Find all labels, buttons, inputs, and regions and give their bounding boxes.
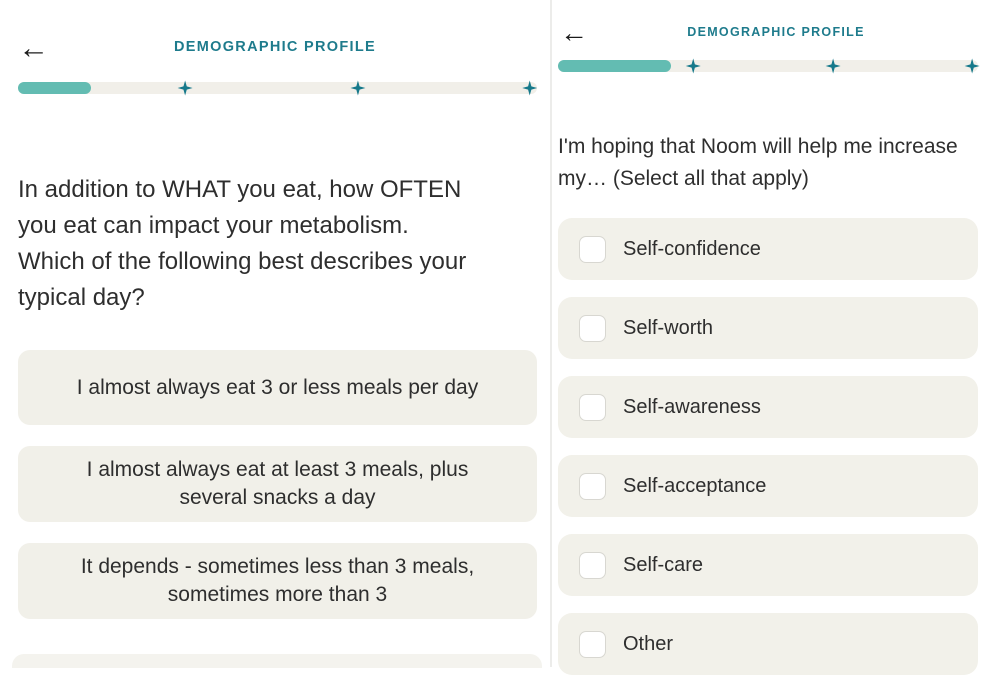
checkbox-option-self-acceptance[interactable]: Self-acceptance: [558, 455, 978, 517]
milestone-diamond-icon: [177, 80, 193, 96]
checkbox-label: Self-worth: [623, 316, 714, 339]
checkbox-icon[interactable]: [579, 551, 606, 579]
checkbox-option-other[interactable]: Other: [558, 613, 978, 675]
next-option-peek[interactable]: [12, 654, 542, 668]
right-survey-screen: ← DEMOGRAPHIC PROFILE I'm hoping that No…: [552, 0, 1000, 675]
progress-bar: [18, 80, 538, 96]
checkbox-label: Other: [623, 632, 674, 655]
left-survey-screen: ← DEMOGRAPHIC PROFILE In addition to WHA…: [12, 30, 542, 668]
question-text: In addition to WHAT you eat, how OFTEN y…: [18, 176, 467, 311]
checkbox-option-self-worth[interactable]: Self-worth: [558, 297, 978, 359]
milestone-diamond-icon: [964, 58, 980, 74]
progress-fill: [18, 82, 91, 94]
milestone-diamond-icon: [825, 58, 841, 74]
checkbox-label: Self-care: [623, 553, 704, 576]
milestone-diamond-icon: [350, 80, 366, 96]
question-text: I'm hoping that Noom will help me increa…: [558, 135, 958, 190]
back-arrow-icon[interactable]: ←: [560, 17, 588, 48]
progress-fill: [558, 60, 672, 72]
checkbox-label: Self-acceptance: [623, 474, 767, 497]
checkbox-label: Self-awareness: [623, 395, 761, 418]
checkbox-options: Self-confidence Self-worth Self-awarenes…: [558, 218, 978, 692]
page-title: DEMOGRAPHIC PROFILE: [174, 39, 376, 55]
milestone-diamond-icon: [522, 80, 538, 96]
checkbox-icon[interactable]: [579, 235, 606, 263]
checkbox-option-self-confidence[interactable]: Self-confidence: [558, 218, 978, 280]
checkbox-option-self-awareness[interactable]: Self-awareness: [558, 376, 978, 438]
checkbox-icon[interactable]: [579, 472, 606, 500]
answer-options: I almost always eat 3 or less meals per …: [18, 350, 537, 640]
answer-option-3[interactable]: It depends - sometimes less than 3 meals…: [18, 543, 537, 619]
panel-divider: [550, 0, 552, 667]
page-title: DEMOGRAPHIC PROFILE: [687, 25, 865, 39]
back-arrow-icon[interactable]: ←: [18, 30, 49, 65]
checkbox-option-self-care[interactable]: Self-care: [558, 534, 978, 596]
checkbox-icon[interactable]: [579, 314, 606, 342]
checkbox-label: Self-confidence: [623, 237, 761, 260]
progress-bar: [558, 58, 980, 74]
milestone-diamond-icon: [685, 58, 701, 74]
answer-option-2[interactable]: I almost always eat at least 3 meals, pl…: [18, 446, 537, 522]
checkbox-icon[interactable]: [579, 630, 606, 658]
answer-option-1[interactable]: I almost always eat 3 or less meals per …: [18, 350, 537, 425]
checkbox-icon[interactable]: [579, 393, 606, 421]
